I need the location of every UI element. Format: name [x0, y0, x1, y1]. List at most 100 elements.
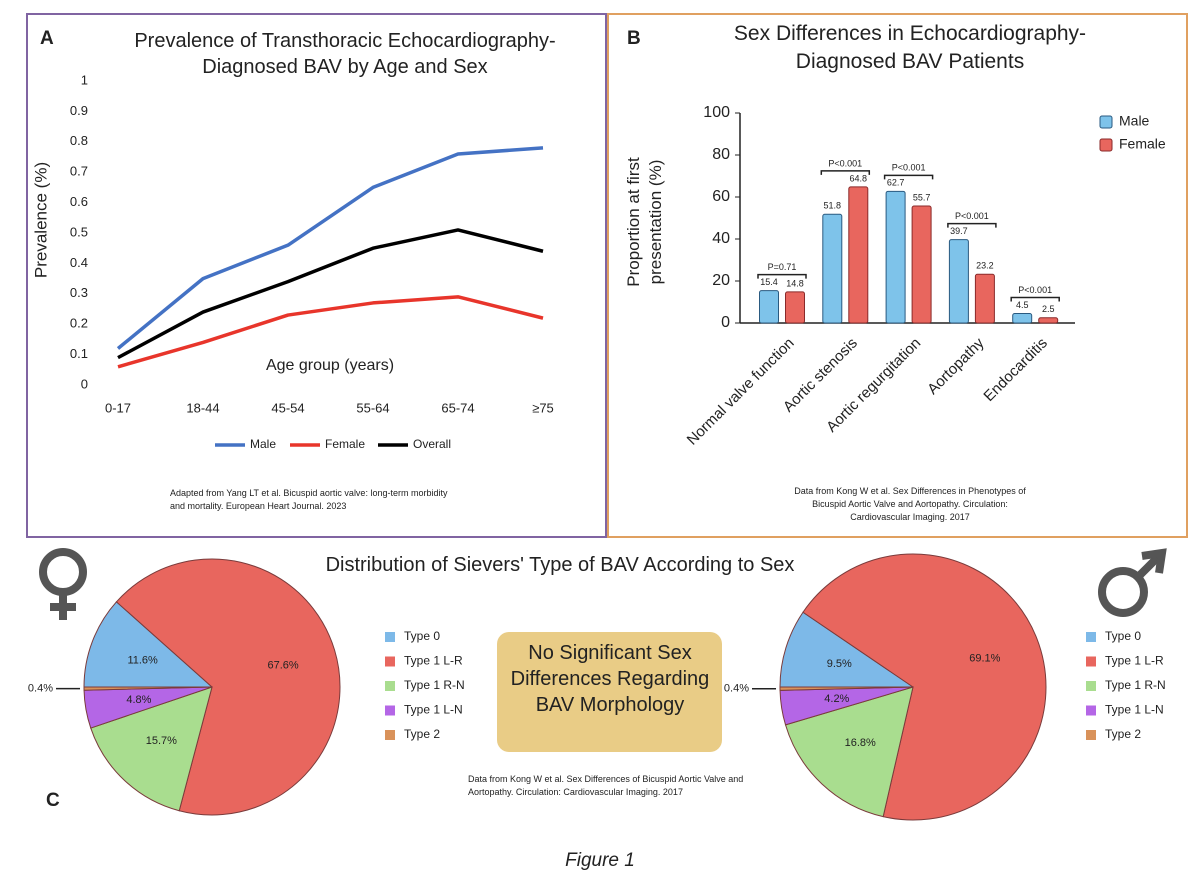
- line-series: [116, 146, 544, 350]
- x-tick-label: 18-44: [186, 400, 219, 415]
- chart-title: Distribution of Sievers' Type of BAV Acc…: [325, 554, 795, 576]
- y-tick-label: 0: [721, 314, 730, 331]
- pie-slice: [115, 558, 341, 816]
- value-label: 9.5%: [827, 658, 852, 670]
- y-tick-label: 0.3: [70, 285, 88, 300]
- bar: [848, 186, 869, 324]
- y-tick-label: 1: [81, 72, 88, 87]
- value-label: 4.8%: [126, 694, 151, 706]
- p-value: P<0.001: [892, 163, 926, 173]
- value-label: 62.7: [887, 178, 905, 188]
- panel-letter: B: [627, 28, 641, 49]
- y-tick-label: 80: [712, 146, 730, 163]
- legend-swatch: [1086, 681, 1096, 691]
- pie-slice: [83, 686, 213, 691]
- y-tick-label: 40: [712, 230, 730, 247]
- y-tick-label: 60: [712, 188, 730, 205]
- y-tick-label: 0: [81, 376, 88, 391]
- y-tick-label: 0.7: [70, 164, 88, 179]
- line-series: [117, 228, 544, 360]
- y-tick-label: 0.2: [70, 316, 88, 331]
- legend-label: Type 1 L-N: [404, 703, 463, 717]
- chart-title: Prevalence of Transthoracic Echocardiogr…: [134, 30, 556, 78]
- value-label: 4.5: [1016, 300, 1029, 310]
- pie-slice: [802, 553, 1047, 821]
- legend-swatch: [1099, 115, 1113, 129]
- value-label: 0.4%: [724, 683, 749, 695]
- source-note: Data from Kong W et al. Sex Differences …: [468, 774, 744, 797]
- legend-label: Type 1 R-N: [404, 678, 465, 692]
- legend-swatch: [1086, 656, 1096, 667]
- x-tick-label: Normal valve function: [684, 335, 798, 449]
- significance-bracket: [1010, 296, 1060, 302]
- legend-label: Type 0: [404, 629, 440, 643]
- x-tick-label: 0-17: [105, 400, 131, 415]
- value-label: 64.8: [850, 173, 868, 183]
- legend-swatch: [1086, 632, 1096, 642]
- significance-bracket: [947, 222, 997, 228]
- panel-letter: C: [46, 790, 60, 811]
- p-value: P<0.001: [955, 211, 989, 221]
- bar: [759, 290, 779, 324]
- legend-label: Type 1 L-R: [1105, 654, 1164, 668]
- x-tick-label: 45-54: [271, 400, 304, 415]
- y-tick-label: 0.1: [70, 346, 88, 361]
- value-label: 0.4%: [28, 683, 53, 695]
- legend-swatch: [1086, 730, 1096, 740]
- legend-label: Female: [325, 437, 365, 451]
- y-tick-label: 0.6: [70, 194, 88, 209]
- legend-label: Male: [250, 437, 276, 451]
- value-label: 23.2: [976, 261, 994, 271]
- figure-caption: Figure 1: [565, 850, 635, 871]
- legend-label: Type 2: [404, 727, 440, 741]
- y-tick-label: 100: [703, 104, 730, 121]
- pie-slice: [779, 611, 915, 688]
- bar: [1038, 317, 1059, 324]
- value-label: 67.6%: [267, 660, 298, 672]
- legend-label: Male: [1119, 113, 1150, 129]
- value-label: 51.8: [824, 201, 842, 211]
- y-axis-label: Proportion at first presentation (%): [624, 157, 665, 287]
- p-value: P<0.001: [828, 158, 862, 168]
- bar: [785, 291, 805, 324]
- legend-swatch: [1099, 138, 1113, 152]
- value-label: 16.8%: [845, 737, 876, 749]
- legend-label: Type 1 L-N: [1105, 703, 1164, 717]
- legend-label: Type 2: [1105, 727, 1141, 741]
- line-series: [117, 295, 544, 369]
- x-tick-label: Endocarditis: [980, 335, 1050, 405]
- y-tick-label: 0.8: [70, 133, 88, 148]
- legend-label: Female: [1119, 136, 1166, 152]
- legend-swatch: [385, 656, 395, 667]
- bar: [948, 239, 969, 324]
- y-tick-label: 0.4: [70, 255, 88, 270]
- value-label: 15.4: [760, 277, 778, 287]
- value-label: 2.5: [1042, 304, 1055, 314]
- legend-swatch: [385, 681, 395, 691]
- y-tick-label: 0.5: [70, 224, 88, 239]
- p-value: P<0.001: [1018, 285, 1052, 295]
- value-label: 69.1%: [969, 653, 1000, 665]
- source-note: Data from Kong W et al. Sex Differences …: [794, 486, 1026, 522]
- x-axis-label: Age group (years): [266, 357, 394, 374]
- y-axis-label: Prevalence (%): [31, 162, 50, 278]
- legend-swatch: [1086, 705, 1096, 716]
- chart-title: Sex Differences in Echocardiography-Diag…: [733, 22, 1087, 73]
- bar: [1012, 313, 1033, 324]
- value-label: 15.7%: [146, 735, 177, 747]
- y-tick-label: 0.9: [70, 103, 88, 118]
- legend-label: Overall: [413, 437, 451, 451]
- x-tick-label: 55-64: [356, 400, 389, 415]
- y-tick-label: 20: [712, 272, 730, 289]
- value-label: 4.2%: [824, 693, 849, 705]
- significance-bracket: [820, 170, 871, 175]
- panel-b-frame: [607, 13, 1188, 538]
- legend-swatch: [385, 730, 395, 740]
- p-value: P=0.71: [768, 262, 797, 272]
- female-symbol: [39, 548, 87, 620]
- legend-label: Type 0: [1105, 629, 1141, 643]
- x-tick-label: ≥75: [532, 400, 554, 415]
- legend-label: Type 1 R-N: [1105, 678, 1166, 692]
